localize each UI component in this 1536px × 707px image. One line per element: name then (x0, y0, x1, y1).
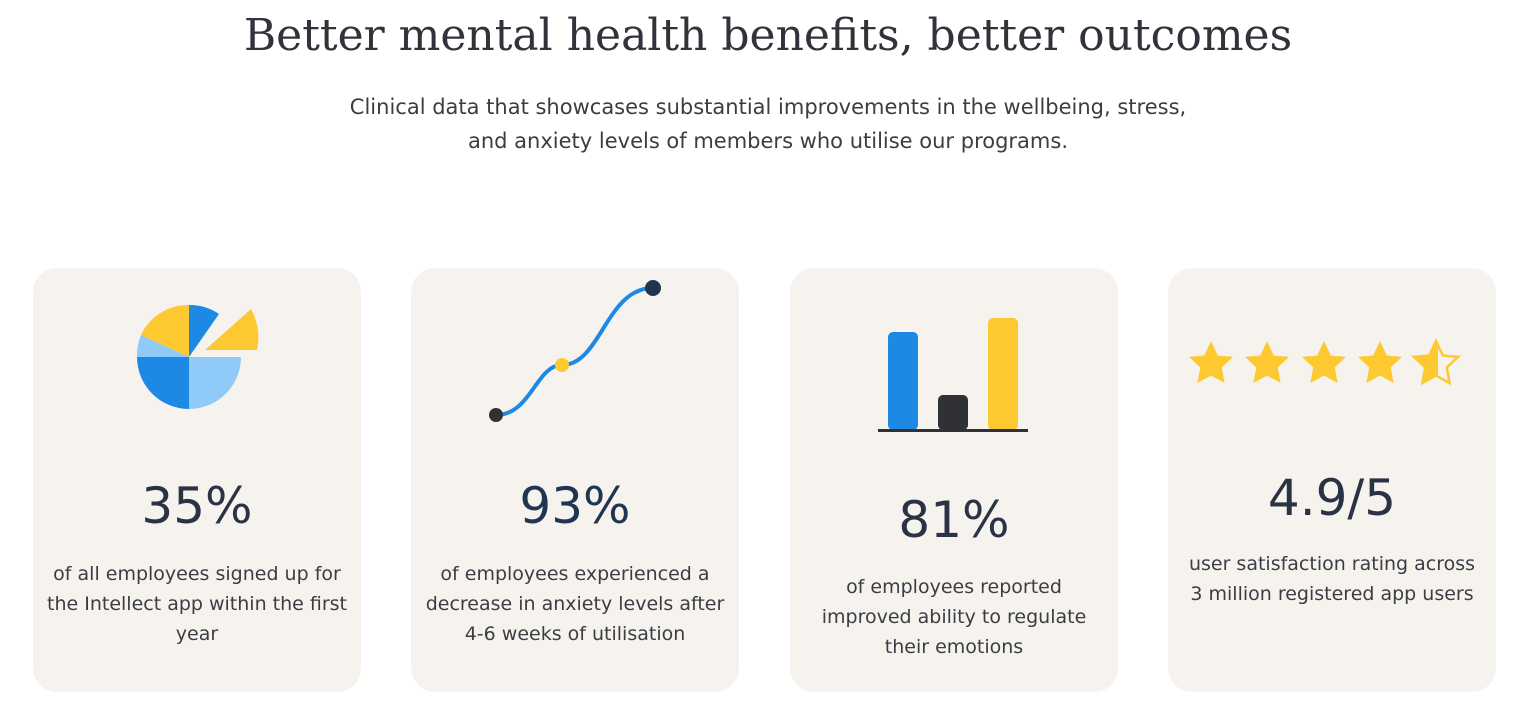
pie-slice-yellow (141, 304, 189, 357)
subtitle-line-1: Clinical data that showcases substantial… (349, 95, 1187, 119)
star-icon-2 (1245, 341, 1289, 383)
stat-value: 4.9/5 (1267, 469, 1397, 527)
pie-slice-light-blue-left (136, 335, 189, 357)
trend-point-end (645, 280, 661, 296)
star-rating-icon (1189, 339, 1460, 385)
bar-yellow (988, 318, 1018, 430)
line-graph-icon (489, 280, 661, 422)
page-subtitle: Clinical data that showcases substantial… (0, 90, 1536, 158)
pie-slice-light-blue (189, 357, 241, 409)
stat-card-emotions: 81% of employees reported improved abili… (790, 268, 1118, 692)
trend-point-mid (555, 358, 569, 372)
pie-slice-blue-top (189, 304, 219, 357)
star-icon-4 (1358, 341, 1402, 383)
stat-description: of employees experienced a decrease in a… (425, 563, 725, 645)
star-icon-1 (1189, 341, 1233, 383)
star-icon-partial (1412, 339, 1460, 385)
trend-point-start (489, 408, 503, 422)
stat-value: 81% (898, 491, 1010, 549)
chart-baseline (878, 429, 1028, 432)
bar-chart-icon (878, 318, 1028, 432)
page-title: Better mental health benefits, better ou… (243, 10, 1293, 61)
stat-card-signups: 35% of all employees signed up for the I… (33, 268, 361, 692)
stat-value: 93% (519, 477, 631, 535)
subtitle-line-2: and anxiety levels of members who utilis… (468, 129, 1068, 153)
pie-slice-exploded (205, 309, 259, 350)
stat-card-anxiety: 93% of employees experienced a decrease … (411, 268, 739, 692)
stat-description: of all employees signed up for the Intel… (47, 563, 348, 645)
trend-line (494, 286, 655, 417)
pie-chart-icon (136, 304, 259, 409)
stat-value: 35% (141, 477, 253, 535)
stat-description: of employees reported improved ability t… (821, 576, 1087, 658)
stat-description: user satisfaction rating across 3 millio… (1188, 553, 1476, 605)
bar-dark (938, 395, 968, 430)
bar-blue (888, 332, 918, 430)
stat-card-rating: 4.9/5 user satisfaction rating across 3 … (1168, 268, 1496, 692)
pie-slice-blue-bottom (137, 357, 189, 409)
star-icon-3 (1302, 341, 1346, 383)
